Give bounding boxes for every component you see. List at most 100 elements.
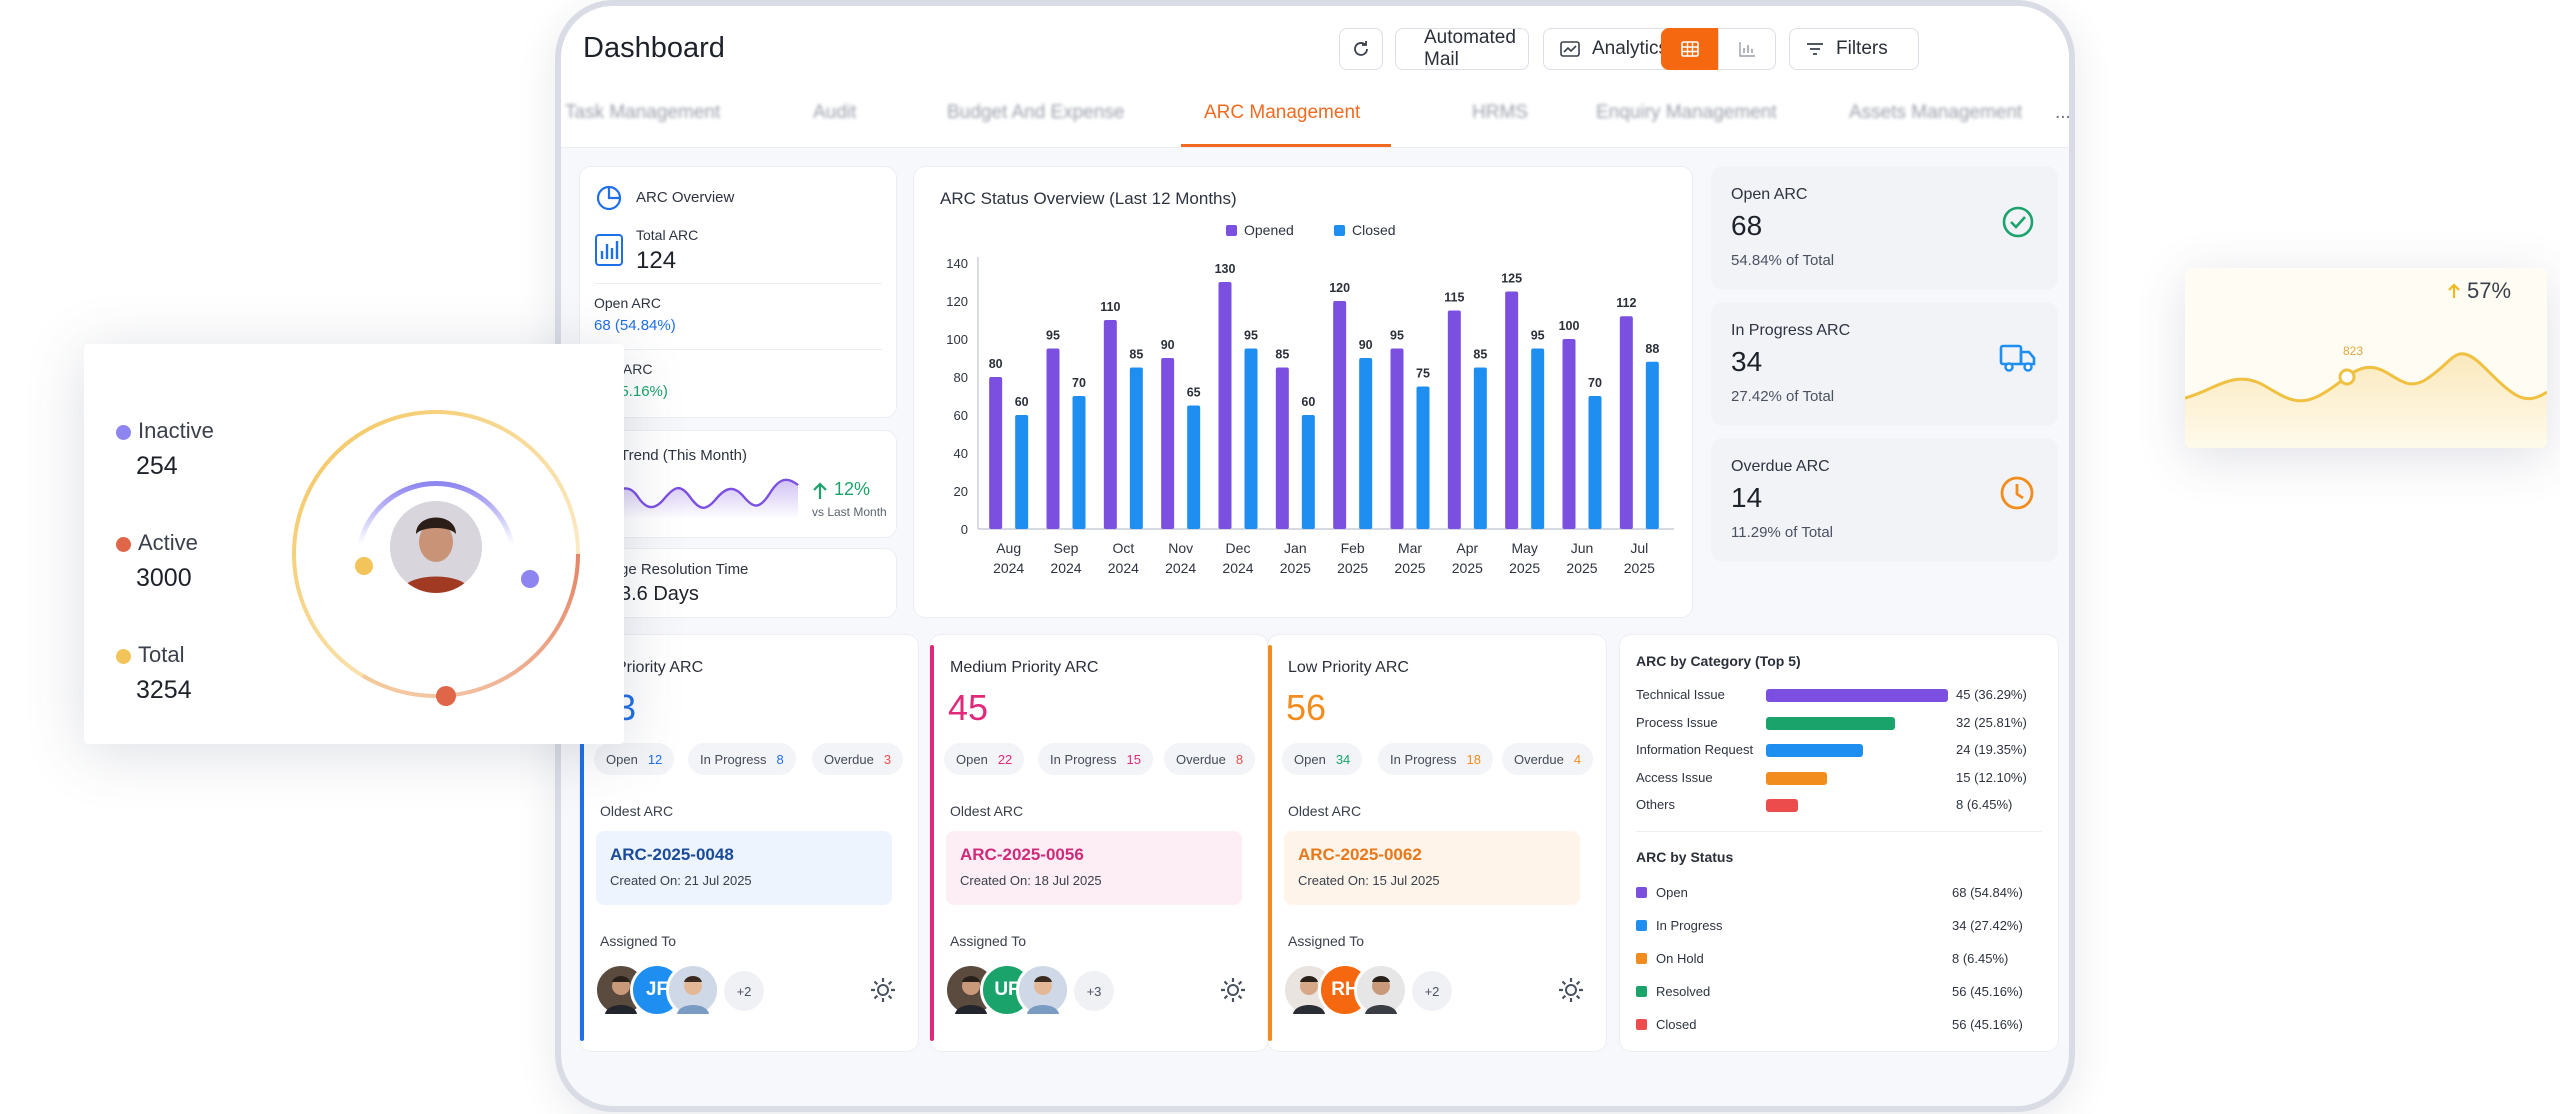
stat-title: Open ARC (1731, 186, 1808, 203)
gear-icon[interactable] (1218, 975, 1248, 1005)
filters-button[interactable]: Filters (1789, 28, 1919, 70)
status-dot (1636, 986, 1647, 997)
x-tick-label: Jul (1630, 540, 1648, 556)
tab-arc-management[interactable]: ARC Management (1204, 102, 1361, 123)
x-tick-label: 2024 (1108, 560, 1139, 576)
user-orbit-graphic (292, 410, 580, 706)
tab-enquiry-management[interactable]: Enquiry Management (1596, 102, 1777, 123)
tab-hrms[interactable]: HRMS (1472, 102, 1528, 123)
bar-opened (1562, 339, 1576, 529)
oldest-arc-box[interactable]: ARC-2025-0056 Created On: 18 Jul 2025 (946, 831, 1242, 905)
bar-closed (1531, 348, 1545, 529)
overdue-pill: Overdue 8 (1164, 743, 1256, 775)
closed-arc-value: 45.16%) (612, 383, 668, 400)
status-dot (1636, 1019, 1647, 1030)
status-row: Closed 56 (45.16%) (1636, 1015, 2046, 1035)
tab-more[interactable]: ... (2055, 102, 2071, 123)
status-row: Open 68 (54.84%) (1636, 883, 2046, 903)
analytics-label: Analytics (1592, 38, 1669, 59)
avatar[interactable] (1354, 963, 1408, 1017)
tab-assets-management[interactable]: Assets Management (1849, 102, 2023, 123)
bar-value-label: 110 (1100, 300, 1120, 314)
divider (594, 349, 882, 350)
category-value: 32 (25.81%) (1956, 714, 2027, 730)
oldest-arc-box[interactable]: ARC-2025-0062 Created On: 15 Jul 2025 (1284, 831, 1580, 905)
bar-value-label: 115 (1444, 291, 1464, 305)
y-tick-label: 60 (954, 408, 968, 423)
x-tick-label: Jun (1571, 540, 1594, 556)
status-value: 34 (27.42%) (1952, 918, 2023, 933)
status-name: Resolved (1656, 984, 1711, 999)
status-value: 68 (54.84%) (1952, 885, 2023, 900)
clock-icon (2000, 476, 2034, 510)
legend-swatch (1334, 225, 1345, 236)
bar-value-label: 95 (1390, 329, 1404, 343)
stat-sub: 54.84% of Total (1731, 252, 1835, 269)
category-name: Others (1636, 797, 1676, 812)
x-tick-label: 2025 (1624, 560, 1655, 576)
priority-value: 45 (948, 687, 989, 728)
table-view-button[interactable] (1661, 28, 1719, 70)
stat-title: In Progress ARC (1731, 322, 1851, 339)
mini-change: 57% (2467, 278, 2512, 303)
overdue-pill: Overdue 3 (812, 743, 904, 775)
x-tick-label: Oct (1112, 540, 1134, 556)
check-circle-icon (2002, 206, 2034, 238)
top-bar: Dashboard Automated Mail Analytics Filte… (561, 6, 2069, 88)
bar-closed (1072, 396, 1086, 529)
status-value: 56 (45.16%) (1952, 984, 2023, 999)
open-pill: Open 22 (944, 743, 1025, 775)
bar-closed (1416, 386, 1430, 529)
in-progress-pill: In Progress 15 (1038, 743, 1153, 775)
stat-value: 34 (1731, 346, 1763, 377)
status-name: Open (1656, 885, 1688, 900)
status-row: In Progress 34 (27.42%) (1636, 916, 2046, 936)
bar-value-label: 60 (1301, 395, 1315, 409)
chart-title: ARC Status Overview (Last 12 Months) (940, 189, 1237, 208)
tab-task-management[interactable]: Task Management (565, 102, 721, 123)
stat-title: Overdue ARC (1731, 458, 1830, 475)
assigned-to-label: Assigned To (950, 933, 1027, 949)
bar-opened (1447, 310, 1461, 529)
more-assignees-badge[interactable]: +2 (724, 971, 764, 1011)
tab-budget-expense[interactable]: Budget And Expense (947, 102, 1125, 123)
bar-value-label: 112 (1616, 296, 1636, 310)
chart-view-button[interactable] (1718, 28, 1776, 70)
arc-overview-card: ARC Overview Total ARC 124 Open ARC 68 (… (579, 166, 897, 418)
x-tick-label: 2025 (1452, 560, 1483, 576)
avatar[interactable]: UF (980, 963, 1034, 1017)
oldest-arc-box[interactable]: ARC-2025-0048 Created On: 21 Jul 2025 (596, 831, 892, 905)
priority-title: Low Priority ARC (1288, 659, 1409, 676)
users-summary-card: Inactive 254 Active 3000 Total 3254 (84, 344, 624, 744)
open-pill: Open 12 (594, 743, 675, 775)
tab-audit[interactable]: Audit (813, 102, 857, 123)
avatar[interactable] (666, 963, 720, 1017)
stat-sub: 27.42% of Total (1731, 388, 1835, 405)
gear-icon[interactable] (868, 975, 898, 1005)
trend-sparkline (610, 478, 799, 519)
gear-icon[interactable] (1556, 975, 1586, 1005)
priority-accent-bar (1268, 645, 1272, 1041)
bar-value-label: 95 (1244, 329, 1258, 343)
bar-opened (1619, 316, 1633, 529)
bar-report-icon (595, 234, 623, 266)
analytics-icon (1560, 41, 1580, 57)
automated-mail-button[interactable]: Automated Mail (1395, 27, 1529, 70)
status-name: Closed (1656, 1017, 1697, 1032)
bar-value-label: 90 (1359, 338, 1373, 352)
bar-opened (1390, 348, 1404, 529)
priority-value: 56 (1286, 687, 1327, 728)
active-tab-indicator (1181, 144, 1391, 147)
oldest-arc-label: Oldest ARC (600, 803, 674, 819)
status-value: 8 (6.45%) (1952, 951, 2009, 966)
category-bar (1766, 799, 1799, 812)
x-tick-label: Feb (1341, 540, 1365, 556)
refresh-button[interactable] (1339, 28, 1383, 70)
more-assignees-badge[interactable]: +2 (1412, 971, 1452, 1011)
more-assignees-badge[interactable]: +3 (1074, 971, 1114, 1011)
avatar[interactable] (1016, 963, 1070, 1017)
legend-swatch (1226, 225, 1237, 236)
arc-status-chart-card: ARC Status Overview (Last 12 Months) 0 20… (913, 166, 1693, 618)
open-arc-value: 68 (54.84%) (594, 317, 676, 334)
oldest-arc-created: Created On: 21 Jul 2025 (610, 873, 752, 888)
